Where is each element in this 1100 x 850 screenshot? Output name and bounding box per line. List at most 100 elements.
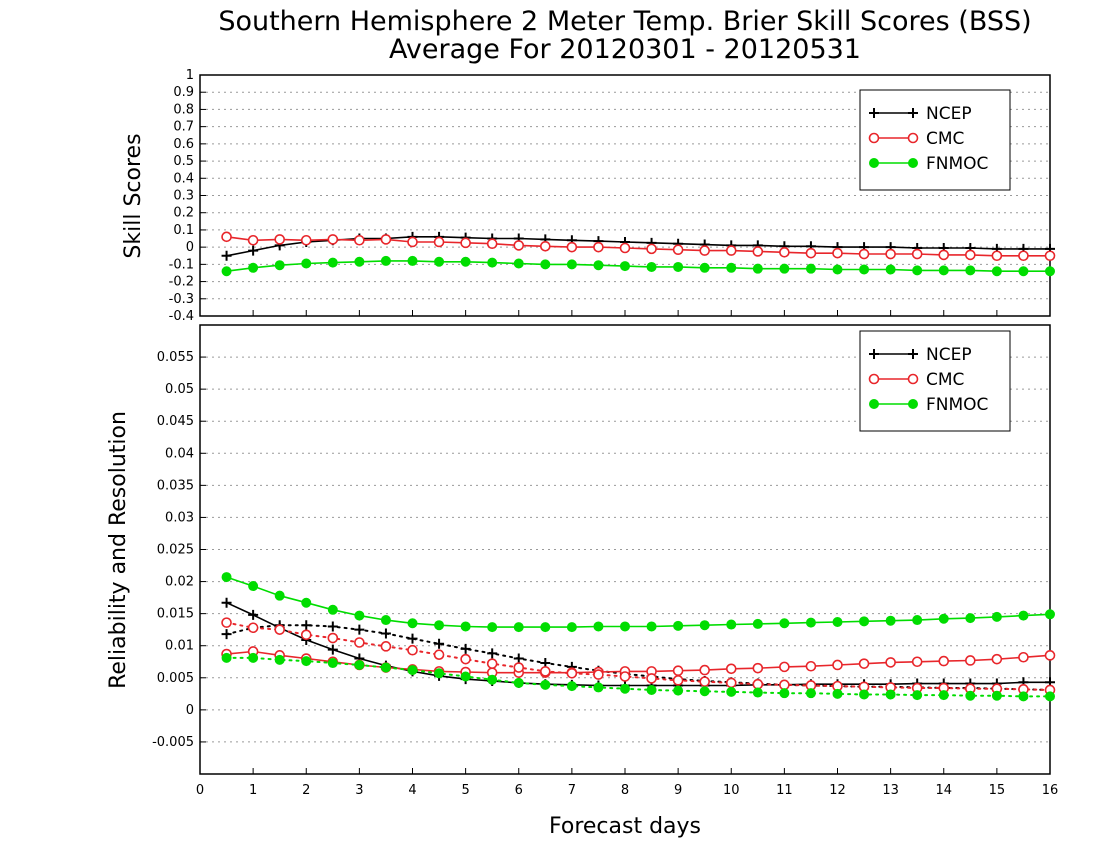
data-point: [354, 637, 365, 648]
data-point: [912, 615, 923, 626]
data-point: [646, 261, 657, 272]
y-tick-label: 0.8: [173, 102, 194, 117]
series-line: [225, 621, 1051, 691]
legend-label-cmc: CMC: [926, 129, 964, 149]
data-point: [779, 661, 790, 673]
data-point: [885, 657, 896, 668]
x-tick-label: 7: [568, 783, 576, 798]
reliability-resolution-panel: -0.005 0 0.005 0.01 0.015 0.02 0.025 0.03 0.035 0…: [152, 324, 1059, 798]
data-point: [938, 265, 949, 276]
data-point: [486, 658, 498, 669]
series-fnmoc-dotted: [221, 652, 1055, 702]
y-tick-label: 0: [186, 240, 194, 255]
data-point: [885, 615, 896, 626]
data-point: [646, 673, 657, 684]
data-point: [274, 590, 285, 601]
legend-marker: [907, 132, 919, 144]
series-line: [226, 236, 1050, 257]
y-tick-label: 0.2: [173, 206, 194, 221]
data-point: [725, 663, 737, 675]
data-point: [725, 677, 737, 689]
x-tick-label: 16: [1042, 783, 1059, 798]
reliability-axis-label: Reliability and Resolution: [106, 411, 131, 689]
data-point: [434, 256, 445, 267]
y-tick-label: 0.3: [173, 189, 194, 204]
data-point: [859, 689, 870, 700]
data-point: [434, 620, 445, 631]
data-point: [301, 258, 312, 269]
data-point: [779, 679, 790, 691]
data-point: [859, 616, 870, 627]
legend-marker: [908, 158, 918, 168]
series-line: [225, 624, 1051, 691]
legend-box: [859, 330, 1011, 432]
data-point: [354, 659, 365, 670]
data-point: [460, 621, 471, 632]
data-point: [620, 683, 630, 694]
data-point: [965, 690, 976, 701]
y-tick-label: 0.6: [173, 137, 194, 152]
y-tick-label: 0: [186, 703, 194, 718]
data-point: [407, 644, 418, 656]
data-point: [593, 682, 604, 693]
legend-marker: [868, 132, 880, 144]
data-point: [752, 263, 763, 274]
x-axis-label: Forecast days: [549, 814, 701, 839]
data-point: [779, 247, 790, 258]
data-point: [540, 622, 551, 633]
data-point: [858, 248, 870, 260]
series-line: [226, 260, 1050, 273]
data-point: [221, 266, 232, 277]
legend-marker: [868, 373, 880, 385]
data-point: [301, 597, 312, 608]
data-point: [779, 263, 790, 274]
data-point: [513, 653, 524, 664]
data-point: [540, 679, 551, 690]
data-point: [1018, 266, 1029, 277]
legend-label-ncep: NCEP: [926, 104, 972, 124]
plot-frame: [199, 324, 1051, 775]
data-point: [327, 621, 338, 632]
x-tick-label: 11: [776, 783, 793, 798]
data-point: [434, 668, 445, 679]
data-point: [1018, 610, 1029, 621]
y-tick-label: 0.5: [173, 154, 194, 169]
data-point: [247, 234, 259, 246]
data-point: [832, 659, 843, 671]
data-point: [593, 621, 604, 632]
legend-marker: [869, 108, 879, 118]
y-tick-label: 0.7: [173, 120, 194, 135]
legend-marker: [908, 349, 918, 359]
data-point: [673, 261, 684, 272]
data-point: [1044, 250, 1056, 262]
x-tick-label: 2: [302, 783, 310, 798]
data-point: [1018, 691, 1029, 702]
data-point: [832, 688, 843, 699]
data-point: [752, 678, 764, 690]
data-point: [460, 643, 471, 654]
x-tick-label: 14: [935, 783, 952, 798]
y-tick-label: 0.045: [157, 414, 194, 429]
data-point: [912, 690, 923, 701]
data-point: [726, 262, 737, 273]
data-point: [327, 234, 339, 245]
data-point: [221, 617, 232, 628]
data-point: [248, 581, 259, 592]
data-point: [726, 686, 737, 697]
chart-subtitle: Average For 20120301 - 20120531: [389, 34, 861, 65]
data-point: [672, 675, 684, 686]
y-tick-label: 0.005: [157, 671, 194, 686]
data-point: [938, 655, 950, 667]
data-point: [248, 609, 259, 620]
legend: NCEP CMC FNMOC: [859, 89, 1011, 191]
data-point: [248, 652, 259, 663]
data-point: [487, 257, 498, 268]
x-tick-label: 9: [674, 783, 682, 798]
skill-scores-panel: -0.4 -0.3 -0.2 -0.1 0 0.1 0.2 0.3 0.4 0.5 0.6 0.7 0.…: [169, 68, 1056, 324]
data-point: [1044, 650, 1056, 661]
data-point: [248, 262, 259, 273]
y-tick-label: -0.4: [169, 309, 194, 324]
legend-marker: [869, 399, 879, 409]
y-tick-label: -0.1: [169, 257, 194, 272]
